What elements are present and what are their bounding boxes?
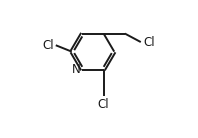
Text: Cl: Cl: [42, 39, 54, 52]
Text: N: N: [71, 63, 80, 76]
Text: Cl: Cl: [143, 36, 155, 49]
Text: Cl: Cl: [98, 98, 109, 111]
